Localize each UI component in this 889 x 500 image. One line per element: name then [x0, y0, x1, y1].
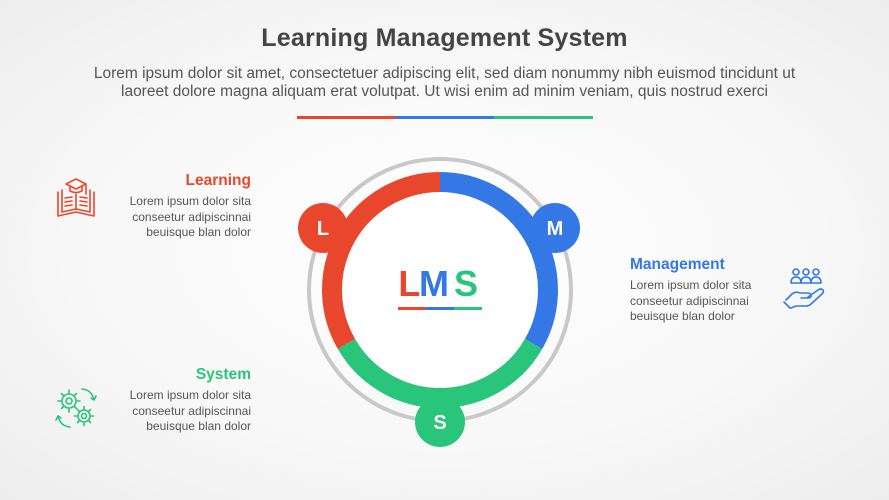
- management-description: Lorem ipsum dolor sita conseetur adipisc…: [630, 278, 790, 325]
- title-divider: [297, 116, 594, 119]
- center-underline-red: [398, 307, 426, 310]
- badge-m-text: M: [547, 218, 564, 240]
- page-title: Learning Management System: [261, 24, 628, 52]
- team-hand-icon: [783, 268, 825, 309]
- system-description: Lorem ipsum dolor sita conseetur adipisc…: [91, 388, 251, 435]
- learning-description: Lorem ipsum dolor sita conseetur adipisc…: [91, 194, 251, 241]
- subtitle-line-2: laoreet dolore magna aliquam erat volutp…: [121, 83, 768, 100]
- management-line-3: beuisque blan dolor: [630, 309, 735, 323]
- badge-l-text: L: [317, 218, 329, 240]
- center-letter-m: M: [419, 263, 449, 304]
- learning-line-1: Lorem ipsum dolor sita: [129, 194, 251, 208]
- divider-red: [297, 116, 396, 119]
- system-line-1: Lorem ipsum dolor sita: [129, 388, 251, 402]
- badge-m: M: [530, 203, 580, 253]
- graduation-book-icon: [57, 178, 95, 217]
- page-subtitle: Lorem ipsum dolor sit amet, consectetuer…: [60, 65, 829, 101]
- system-title: System: [195, 366, 251, 383]
- gears-cycle-icon: [55, 388, 97, 428]
- divider-green: [494, 116, 594, 119]
- divider-blue: [395, 116, 495, 119]
- system-line-2: conseetur adipiscinnai: [132, 403, 251, 418]
- inner-white-disc: [342, 192, 538, 388]
- subtitle-line-1: Lorem ipsum dolor sit amet, consectetuer…: [93, 65, 796, 82]
- center-underline-blue: [426, 307, 454, 310]
- center-lms-text: L M S: [398, 263, 478, 304]
- management-line-2: conseetur adipiscinnai: [630, 293, 749, 308]
- badge-s-text: S: [433, 412, 446, 434]
- center-letter-l: L: [398, 263, 419, 304]
- management-line-1: Lorem ipsum dolor sita: [630, 278, 752, 292]
- center-underline-green: [454, 307, 482, 310]
- learning-line-3: beuisque blan dolor: [146, 225, 251, 239]
- management-title: Management: [630, 256, 725, 273]
- badge-l: L: [298, 203, 348, 253]
- learning-title: Learning: [185, 172, 251, 189]
- badge-s: S: [415, 397, 465, 447]
- system-line-3: beuisque blan dolor: [146, 419, 251, 433]
- learning-line-2: conseetur adipiscinnai: [132, 209, 251, 224]
- center-letter-s: S: [454, 263, 478, 304]
